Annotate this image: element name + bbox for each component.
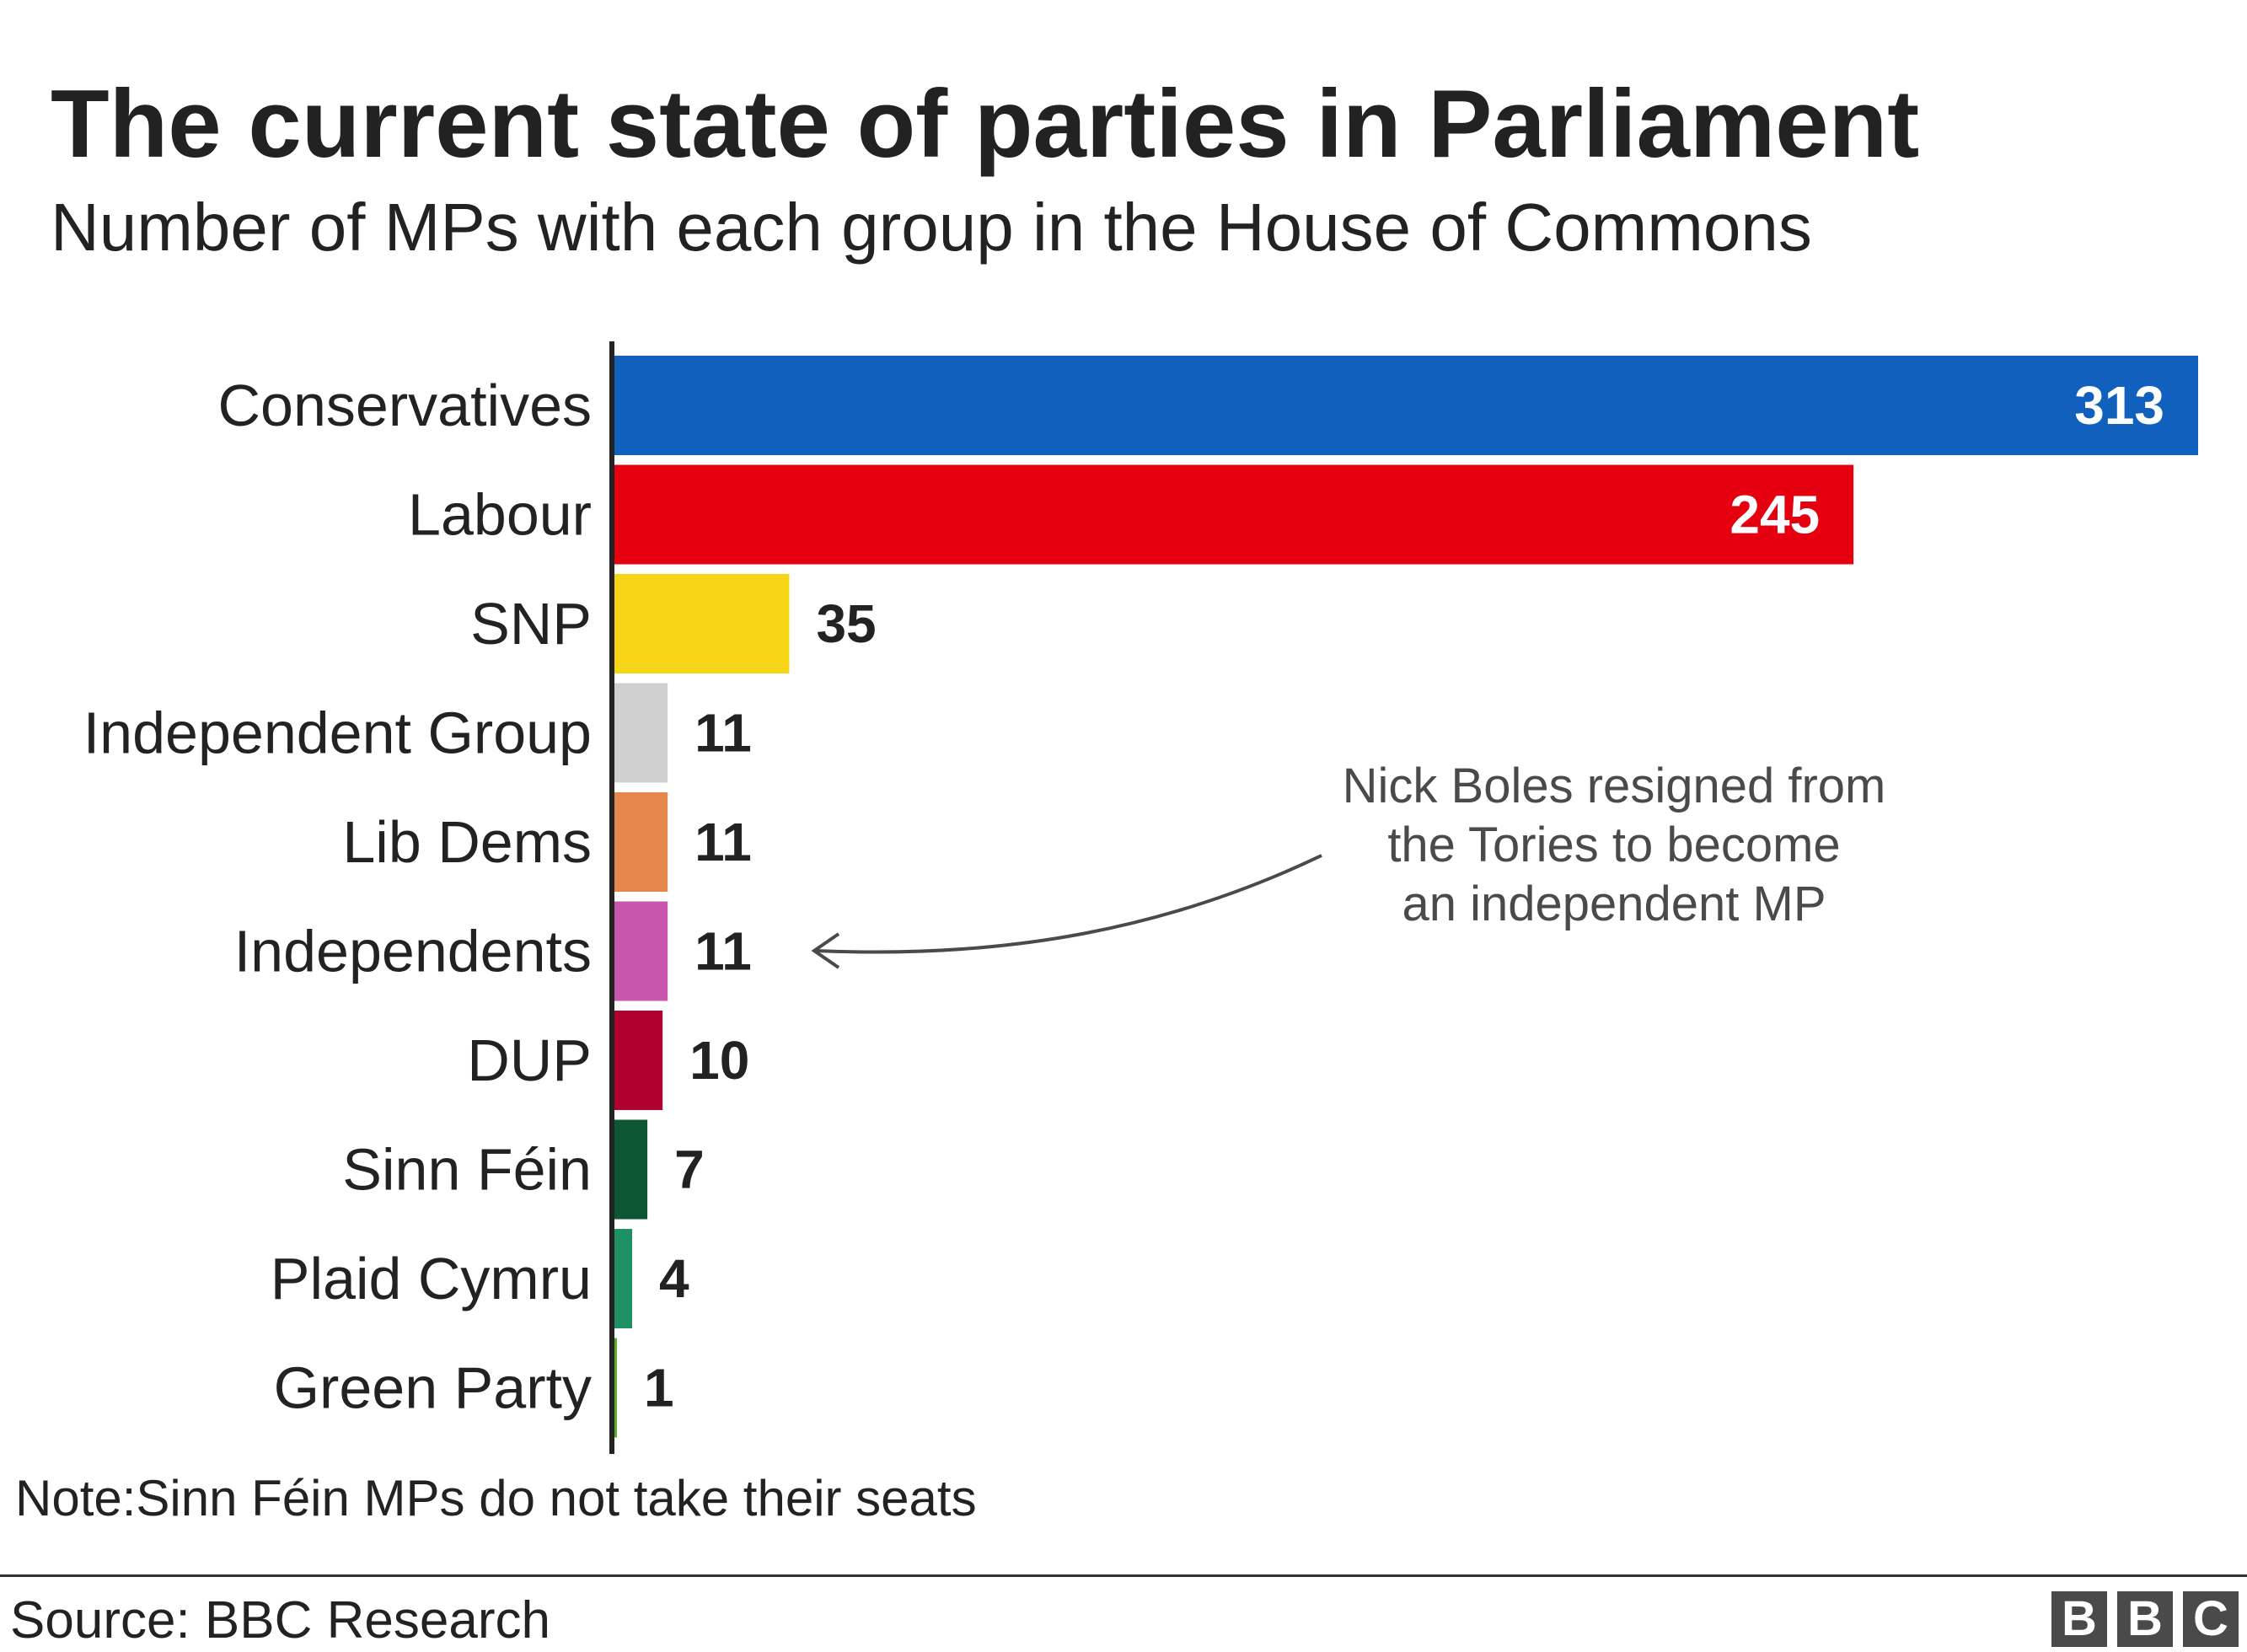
- data-label: 11: [694, 921, 752, 982]
- data-label: 11: [694, 812, 752, 872]
- bar: [612, 1229, 633, 1328]
- data-label: 11: [694, 703, 752, 764]
- data-label: 313: [2074, 375, 2164, 436]
- bar: [612, 901, 668, 1001]
- category-label: Lib Dems: [342, 809, 592, 875]
- data-label: 4: [659, 1248, 689, 1309]
- bar: [612, 1119, 648, 1220]
- bar: [612, 683, 668, 783]
- category-label: Labour: [408, 482, 592, 548]
- category-label: DUP: [467, 1027, 592, 1093]
- annotation: Nick Boles resigned from the Tories to be…: [811, 759, 1886, 969]
- category-label: Sinn Féin: [342, 1137, 592, 1203]
- bar: [612, 356, 2198, 455]
- data-label: 1: [644, 1358, 674, 1419]
- data-label: 35: [816, 593, 876, 654]
- bbc-logo-letter: B: [2051, 1591, 2107, 1647]
- bar: [612, 1338, 618, 1438]
- chart-note: Note:Sinn Féin MPs do not take their sea…: [15, 1470, 977, 1526]
- bar: [612, 574, 790, 673]
- category-label: Independents: [234, 919, 592, 984]
- category-label: Conservatives: [217, 373, 592, 438]
- annotation-line: an independent MP: [1402, 877, 1826, 931]
- bars-layer: Conservatives 313 Labour 245 SNP 35 Independen…: [83, 356, 2198, 1438]
- footer-divider: [0, 1574, 2247, 1577]
- chart-source: Source: BBC Research: [10, 1591, 550, 1649]
- chart-subtitle: Number of MPs with each group in the Hou…: [51, 190, 1812, 265]
- bbc-logo-letter: C: [2183, 1591, 2239, 1647]
- bbc-logo-letter: B: [2117, 1591, 2173, 1647]
- bar: [612, 464, 1854, 565]
- category-label: Independent Group: [83, 700, 592, 766]
- annotation-line: the Tories to become: [1387, 818, 1840, 872]
- category-label: SNP: [470, 591, 592, 657]
- annotation-line: Nick Boles resigned from: [1343, 759, 1886, 813]
- data-label: 10: [689, 1030, 749, 1091]
- category-label: Plaid Cymru: [271, 1246, 592, 1311]
- annotation-arrowhead: [811, 932, 840, 969]
- chart-title: The current state of parties in Parliame…: [51, 71, 1920, 178]
- data-label: 245: [1729, 485, 1820, 545]
- bar-chart: Conservatives 313 Labour 245 SNP 35 Independen…: [83, 341, 2198, 1454]
- data-label: 7: [674, 1140, 705, 1200]
- bbc-logo: B B C: [2051, 1591, 2239, 1647]
- category-label: Green Party: [274, 1355, 592, 1421]
- annotation-arrow: [815, 854, 1322, 954]
- bar: [612, 792, 668, 892]
- annotation-text: Nick Boles resigned from the Tories to be…: [1343, 759, 1886, 931]
- bar: [612, 1011, 663, 1110]
